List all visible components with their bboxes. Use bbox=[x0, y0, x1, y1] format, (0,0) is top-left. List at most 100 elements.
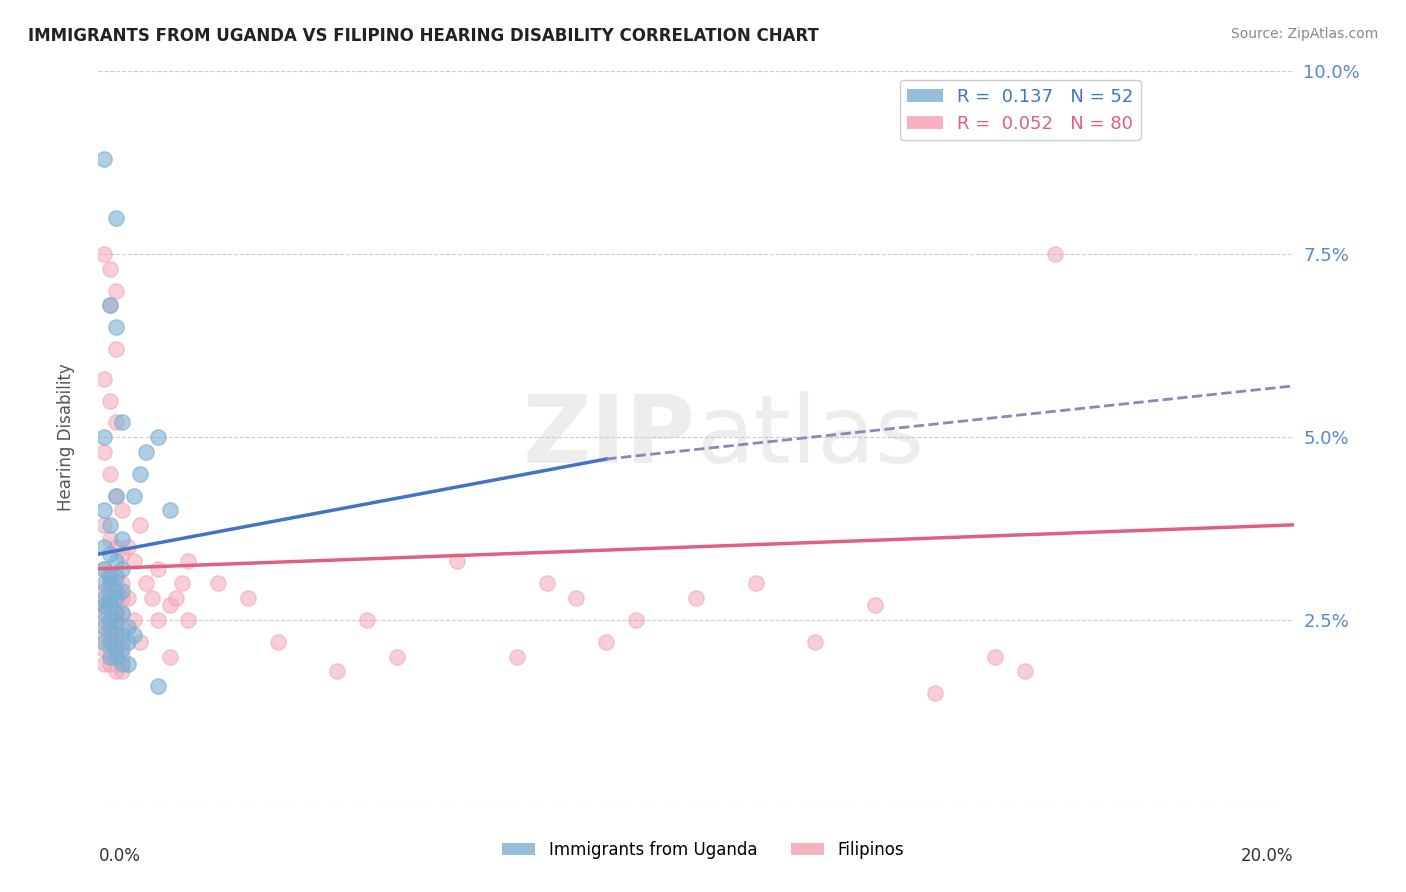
Point bbox=[165, 591, 187, 605]
Point bbox=[105, 211, 128, 225]
Point bbox=[105, 664, 128, 678]
Point bbox=[105, 554, 128, 568]
Point bbox=[111, 606, 134, 620]
Point bbox=[98, 649, 122, 664]
Point bbox=[93, 599, 115, 613]
Point bbox=[111, 576, 134, 591]
Point bbox=[93, 562, 115, 576]
Point bbox=[93, 657, 115, 671]
Point bbox=[93, 599, 115, 613]
Point bbox=[98, 599, 122, 613]
Point bbox=[93, 562, 115, 576]
Point bbox=[98, 599, 122, 613]
Point bbox=[117, 591, 139, 605]
Point bbox=[98, 613, 122, 627]
Point bbox=[105, 620, 128, 634]
Point bbox=[111, 591, 134, 605]
Point bbox=[93, 430, 115, 444]
Point bbox=[105, 583, 128, 598]
Point bbox=[105, 540, 128, 554]
Point bbox=[98, 393, 122, 408]
Point bbox=[105, 613, 128, 627]
Point bbox=[93, 613, 115, 627]
Point bbox=[124, 627, 146, 641]
Point bbox=[148, 679, 170, 693]
Point bbox=[111, 606, 134, 620]
Point bbox=[105, 649, 128, 664]
Point bbox=[93, 576, 115, 591]
Point bbox=[111, 642, 134, 657]
Point bbox=[93, 517, 115, 532]
Text: 0.0%: 0.0% bbox=[98, 847, 141, 864]
Point bbox=[984, 649, 1007, 664]
Point bbox=[93, 606, 115, 620]
Point bbox=[124, 613, 146, 627]
Point bbox=[356, 613, 378, 627]
Point bbox=[111, 627, 134, 641]
Point bbox=[267, 635, 290, 649]
Point bbox=[93, 620, 115, 634]
Point bbox=[111, 533, 134, 547]
Point bbox=[177, 554, 200, 568]
Point bbox=[105, 606, 128, 620]
Point bbox=[98, 591, 122, 605]
Point bbox=[117, 620, 139, 634]
Point bbox=[98, 642, 122, 657]
Point bbox=[129, 467, 152, 481]
Point bbox=[159, 649, 181, 664]
Point bbox=[117, 540, 139, 554]
Point bbox=[326, 664, 349, 678]
Point bbox=[93, 371, 115, 385]
Point bbox=[111, 635, 134, 649]
Point bbox=[93, 591, 115, 605]
Point bbox=[111, 547, 134, 561]
Y-axis label: Hearing Disability: Hearing Disability bbox=[56, 363, 75, 511]
Point bbox=[1014, 664, 1036, 678]
Point bbox=[98, 569, 122, 583]
Point bbox=[98, 627, 122, 641]
Point bbox=[93, 444, 115, 458]
Point bbox=[105, 320, 128, 334]
Point bbox=[93, 627, 115, 641]
Point bbox=[98, 635, 122, 649]
Point bbox=[159, 503, 181, 517]
Point bbox=[105, 343, 128, 357]
Point bbox=[685, 591, 707, 605]
Point bbox=[129, 517, 152, 532]
Text: IMMIGRANTS FROM UGANDA VS FILIPINO HEARING DISABILITY CORRELATION CHART: IMMIGRANTS FROM UGANDA VS FILIPINO HEARI… bbox=[28, 27, 818, 45]
Text: 20.0%: 20.0% bbox=[1241, 847, 1294, 864]
Point bbox=[105, 649, 128, 664]
Point bbox=[111, 620, 134, 634]
Point bbox=[105, 569, 128, 583]
Point bbox=[446, 554, 468, 568]
Point bbox=[536, 576, 558, 591]
Point bbox=[506, 649, 529, 664]
Point bbox=[124, 489, 146, 503]
Point bbox=[93, 152, 115, 166]
Point bbox=[177, 613, 200, 627]
Point bbox=[626, 613, 648, 627]
Point bbox=[98, 547, 122, 561]
Point bbox=[93, 583, 115, 598]
Point bbox=[111, 503, 134, 517]
Point bbox=[93, 635, 115, 649]
Point bbox=[105, 642, 128, 657]
Point bbox=[105, 635, 128, 649]
Legend: Immigrants from Uganda, Filipinos: Immigrants from Uganda, Filipinos bbox=[495, 835, 911, 866]
Point bbox=[105, 627, 128, 641]
Point bbox=[159, 599, 181, 613]
Point bbox=[124, 554, 146, 568]
Point bbox=[105, 489, 128, 503]
Point bbox=[105, 576, 128, 591]
Point bbox=[98, 569, 122, 583]
Text: atlas: atlas bbox=[696, 391, 924, 483]
Point bbox=[105, 591, 128, 605]
Point bbox=[98, 261, 122, 276]
Point bbox=[804, 635, 827, 649]
Point bbox=[105, 591, 128, 605]
Point bbox=[111, 657, 134, 671]
Point bbox=[93, 642, 115, 657]
Point bbox=[105, 489, 128, 503]
Point bbox=[98, 613, 122, 627]
Point bbox=[148, 430, 170, 444]
